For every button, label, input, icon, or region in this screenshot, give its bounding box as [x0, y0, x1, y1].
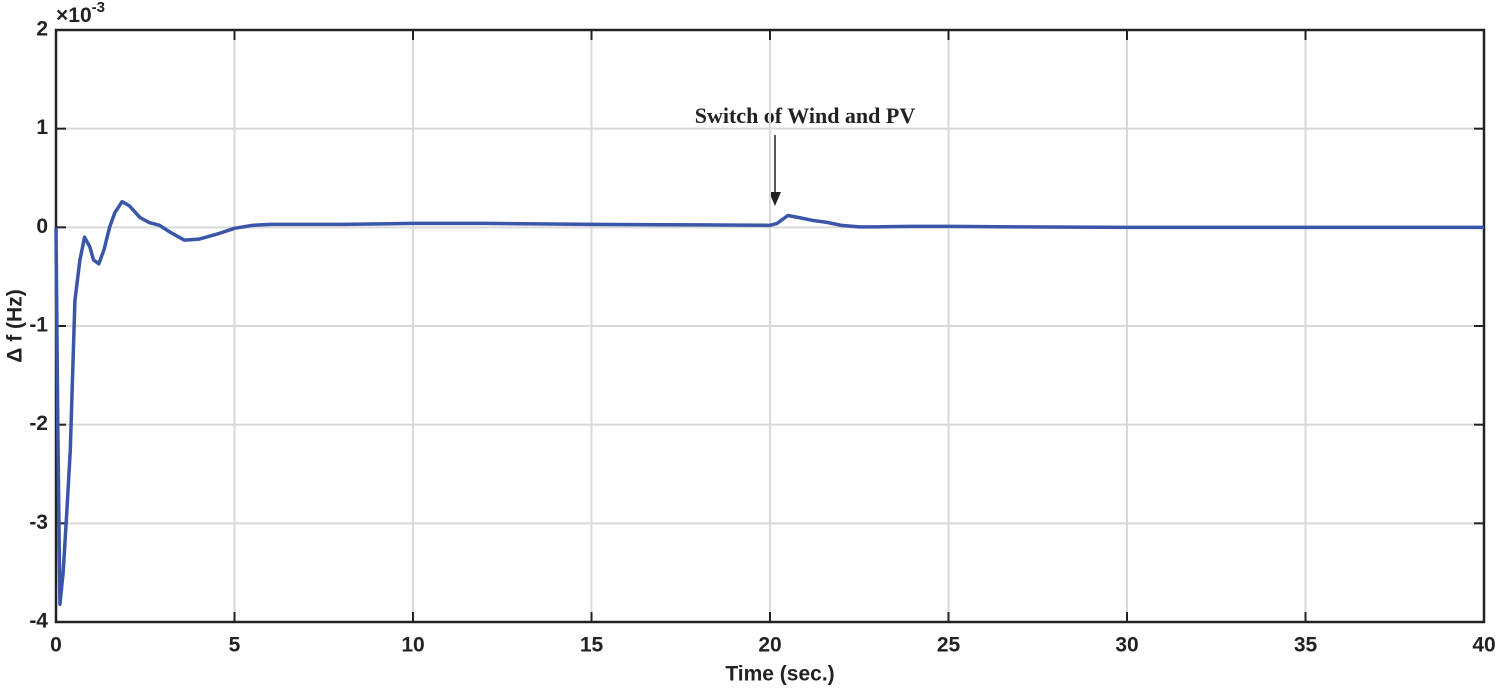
- y-tick-label: -2: [29, 412, 48, 435]
- data-line: [54, 199, 1484, 606]
- annotation-arrowhead: [769, 192, 781, 206]
- x-tick-label: 25: [937, 634, 961, 657]
- x-tick-label: 30: [1115, 634, 1138, 657]
- x-tick-label: 20: [758, 634, 781, 657]
- x-tick-label: 0: [50, 634, 62, 657]
- y-tick-label: 0: [36, 215, 48, 238]
- annotation: Switch of Wind and PV: [695, 103, 916, 128]
- exponent-base: ×10: [56, 4, 92, 27]
- y-tick-label: 1: [36, 116, 48, 139]
- x-tick-label: 40: [1472, 634, 1495, 657]
- y-tick-label: -4: [29, 610, 48, 633]
- x-tick-label: 35: [1294, 634, 1318, 657]
- y-tick-label: -1: [29, 314, 48, 337]
- x-axis-label: Time (sec.): [725, 663, 834, 686]
- y-axis-label: Δ f (Hz): [4, 289, 27, 362]
- y-tick-label: -3: [29, 511, 48, 534]
- exponent-power: -3: [92, 0, 105, 16]
- y-tick-label: 2: [36, 18, 48, 41]
- x-tick-label: 5: [229, 634, 241, 657]
- x-tick-label: 10: [401, 634, 424, 657]
- y-exponent: ×10-3: [56, 0, 105, 27]
- x-tick-label: 15: [580, 634, 604, 657]
